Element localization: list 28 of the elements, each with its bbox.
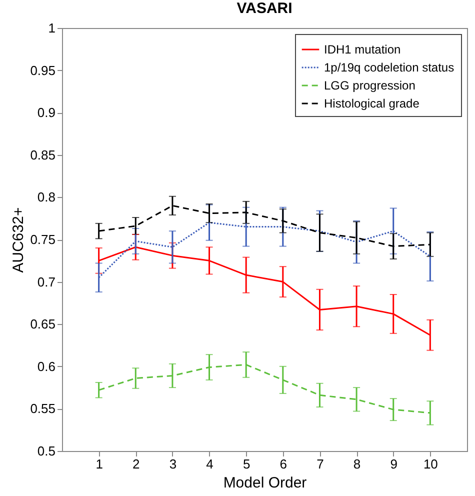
x-tick-label: 9 xyxy=(390,456,398,472)
y-tick-label: 0.5 xyxy=(37,444,56,458)
y-tick-label: 0.7 xyxy=(37,274,56,290)
x-tick-label: 2 xyxy=(132,456,140,472)
x-tick-label: 1 xyxy=(96,456,103,472)
x-tick-label: 5 xyxy=(242,456,250,472)
x-tick-label: 8 xyxy=(353,456,361,472)
chart-title: VASARI xyxy=(236,0,292,17)
y-tick-label: 0.75 xyxy=(30,232,56,247)
y-tick-label: 0.85 xyxy=(30,147,56,162)
x-tick-label: 3 xyxy=(169,456,177,472)
x-axis-title: Model Order xyxy=(223,474,307,492)
y-tick-label: 0.6 xyxy=(37,358,56,374)
y-axis-title: AUC632+ xyxy=(10,207,28,273)
y-tick-label: 0.8 xyxy=(37,190,56,205)
legend-label: LGG progression xyxy=(324,78,416,92)
legend-label: IDH1 mutation xyxy=(324,42,401,56)
y-tick-label: 0.9 xyxy=(37,105,56,120)
y-tick-label: 0.55 xyxy=(30,401,56,416)
y-tick-label: 0.65 xyxy=(30,316,56,332)
y-tick-label: 0.95 xyxy=(30,62,56,78)
x-tick-label: 6 xyxy=(280,456,288,472)
x-tick-label: 4 xyxy=(206,456,214,472)
legend-label: 1p/19q codeletion status xyxy=(324,60,454,74)
legend-label: Histological grade xyxy=(324,96,420,110)
x-tick-label: 7 xyxy=(316,456,324,472)
y-tick-label: 1 xyxy=(48,20,56,36)
x-tick-label: 10 xyxy=(423,456,438,472)
